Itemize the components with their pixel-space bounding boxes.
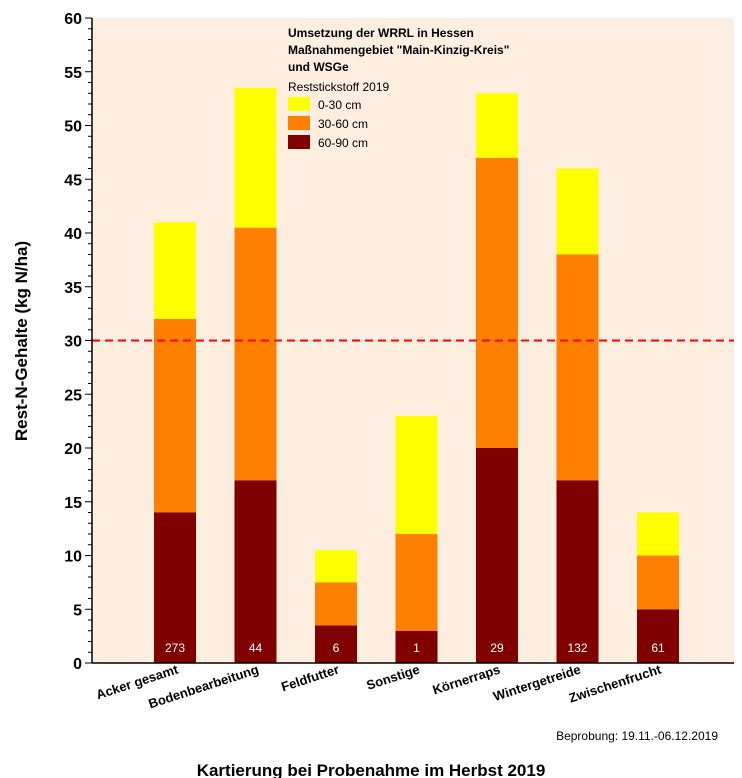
bar-segment xyxy=(637,512,679,556)
bar-count-label: 132 xyxy=(567,641,587,655)
legend: Umsetzung der WRRL in Hessen Maßnahmengeb… xyxy=(288,26,509,150)
bar-segment xyxy=(154,512,196,663)
bars-layer: 273 44 6 1 29 132 61 xyxy=(154,87,679,663)
bar-segment xyxy=(315,625,357,663)
legend-title-line: und WSGe xyxy=(288,60,349,74)
bar-segment xyxy=(234,227,277,481)
bar-segment xyxy=(556,168,599,255)
y-tick-label: 35 xyxy=(64,280,82,297)
y-tick-label: 55 xyxy=(64,65,82,82)
bar-segment xyxy=(234,87,277,228)
bar-segment xyxy=(154,222,196,319)
bar-segment xyxy=(476,157,518,448)
legend-title-line: Umsetzung der WRRL in Hessen xyxy=(288,26,474,40)
legend-swatch xyxy=(288,135,310,149)
y-tick-label: 25 xyxy=(64,387,82,404)
bar-count-label: 273 xyxy=(165,641,185,655)
legend-title-line: Maßnahmengebiet "Main-Kinzig-Kreis" xyxy=(288,43,509,57)
bar-segment xyxy=(556,254,599,481)
y-tick-label: 60 xyxy=(64,11,82,28)
legend-subtitle: Reststickstoff 2019 xyxy=(288,80,389,94)
bar-segment xyxy=(556,480,599,663)
footnote: Beprobung: 19.11.-06.12.2019 xyxy=(556,729,718,743)
x-axis-label: Kartierung bei Probenahme im Herbst 2019 xyxy=(197,761,546,778)
x-tick-label: Sonstige xyxy=(365,662,422,693)
bar-count-label: 61 xyxy=(651,641,665,655)
bar-segment xyxy=(395,630,438,663)
bar-segment xyxy=(637,555,679,610)
y-axis-label: Rest-N-Gehalte (kg N/ha) xyxy=(12,241,31,441)
bar-segment xyxy=(315,582,357,626)
y-tick-label: 15 xyxy=(64,495,82,512)
bar-count-label: 6 xyxy=(333,641,340,655)
axes: 0 5 10 15 20 25 30 35 40 45 50 55 60 xyxy=(64,11,734,673)
legend-item-label: 30-60 cm xyxy=(318,117,368,131)
legend-item-label: 0-30 cm xyxy=(318,98,361,112)
legend-swatch xyxy=(288,97,310,111)
bar-segment xyxy=(395,534,438,631)
y-tick-label: 30 xyxy=(64,334,82,351)
x-tick-label: Zwischenfrucht xyxy=(567,661,664,705)
bar-segment xyxy=(476,448,518,663)
bar-count-label: 29 xyxy=(490,641,504,655)
y-tick-label: 50 xyxy=(64,119,82,136)
bar-segment xyxy=(637,609,679,663)
y-tick-label: 20 xyxy=(64,441,82,458)
y-tick-label: 0 xyxy=(73,656,82,673)
bar-segment xyxy=(315,550,357,583)
bar-count-label: 1 xyxy=(413,641,420,655)
legend-swatch xyxy=(288,116,310,130)
y-tick-label: 40 xyxy=(64,226,82,243)
bar-segment xyxy=(234,480,277,663)
x-tick-label: Feldfutter xyxy=(279,662,341,695)
bar-segment xyxy=(154,319,196,513)
legend-item-label: 60-90 cm xyxy=(318,136,368,150)
y-tick-label: 10 xyxy=(64,549,82,566)
bar-count-label: 44 xyxy=(249,641,263,655)
bar-segment xyxy=(395,415,438,534)
bar-segment xyxy=(476,93,518,158)
y-tick-label: 5 xyxy=(73,602,82,619)
y-tick-label: 45 xyxy=(64,172,82,189)
